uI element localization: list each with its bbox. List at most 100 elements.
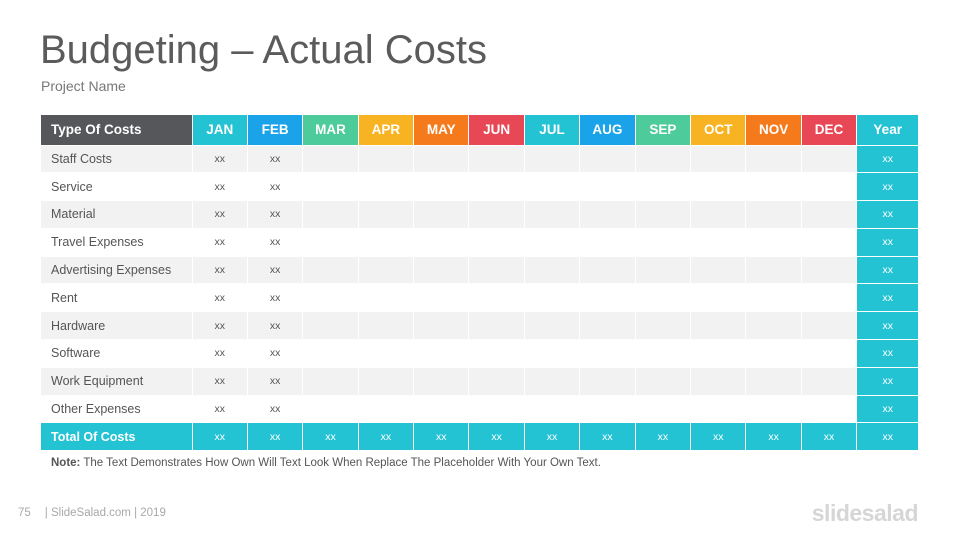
cell-jul <box>524 145 581 174</box>
cell-mar <box>302 283 359 313</box>
cell-nov <box>745 395 802 424</box>
table-row: Work Equipment xx xx xx <box>41 367 920 396</box>
header-type-of-costs: Type Of Costs <box>41 115 193 146</box>
cell-nov <box>745 283 802 313</box>
row-label: Software <box>41 339 193 368</box>
slide-title: Budgeting – Actual Costs <box>40 28 487 72</box>
cell-oct <box>690 200 747 229</box>
row-label: Hardware <box>41 311 193 341</box>
cell-mar <box>302 256 359 285</box>
row-label: Travel Expenses <box>41 228 193 257</box>
cell-year: xx <box>856 228 920 257</box>
cell-jan: xx <box>192 172 248 202</box>
table-row: Staff Costs xx xx xx <box>41 145 920 174</box>
header-month-may: MAY <box>413 115 470 146</box>
cell-jan: xx <box>192 228 248 257</box>
cell-apr <box>358 256 415 285</box>
cell-sep <box>635 145 692 174</box>
cell-apr <box>358 367 415 396</box>
cell-jan: xx <box>192 367 248 396</box>
cell-feb: xx <box>247 172 304 202</box>
row-label: Staff Costs <box>41 145 193 174</box>
cell-may <box>413 172 470 202</box>
header-month-dec: DEC <box>801 115 858 146</box>
cell-oct: xx <box>690 422 747 452</box>
cell-mar <box>302 311 359 341</box>
header-month-nov: NOV <box>745 115 802 146</box>
cell-may <box>413 200 470 229</box>
footer: 75 | SlideSalad.com | 2019 <box>18 507 166 519</box>
row-label: Rent <box>41 283 193 313</box>
cell-year: xx <box>856 172 920 202</box>
cell-aug <box>579 367 636 396</box>
cell-aug <box>579 256 636 285</box>
cell-year: xx <box>856 422 920 452</box>
header-month-apr: APR <box>358 115 415 146</box>
cell-oct <box>690 228 747 257</box>
cell-apr <box>358 395 415 424</box>
cell-feb: xx <box>247 311 304 341</box>
actual-costs-table: Type Of Costs JAN FEB MAR APR MAY JUN JUL AUG SE… <box>41 115 920 452</box>
table-row: Service xx xx xx <box>41 172 920 202</box>
cell-oct <box>690 172 747 202</box>
row-label: Other Expenses <box>41 395 193 424</box>
cell-jun <box>468 283 525 313</box>
cell-feb: xx <box>247 395 304 424</box>
cell-mar: xx <box>302 422 359 452</box>
cell-apr <box>358 228 415 257</box>
cell-sep <box>635 367 692 396</box>
cell-apr <box>358 172 415 202</box>
cell-mar <box>302 172 359 202</box>
cell-aug <box>579 172 636 202</box>
table-row: Travel Expenses xx xx xx <box>41 228 920 257</box>
table-header-row: Type Of Costs JAN FEB MAR APR MAY JUN JUL AUG SE… <box>41 115 920 146</box>
header-month-jul: JUL <box>524 115 581 146</box>
cell-jul <box>524 311 581 341</box>
cell-may <box>413 367 470 396</box>
cell-feb: xx <box>247 422 304 452</box>
cell-sep <box>635 283 692 313</box>
cell-jun <box>468 367 525 396</box>
cell-jun <box>468 228 525 257</box>
cell-jan: xx <box>192 339 248 368</box>
table-row: Rent xx xx xx <box>41 283 920 313</box>
cell-sep <box>635 200 692 229</box>
cell-feb: xx <box>247 228 304 257</box>
cell-jun <box>468 395 525 424</box>
slide-subtitle: Project Name <box>41 78 126 94</box>
cell-dec <box>801 172 858 202</box>
row-label: Total Of Costs <box>41 422 193 452</box>
cell-jul <box>524 367 581 396</box>
cell-may <box>413 311 470 341</box>
cell-oct <box>690 283 747 313</box>
table-row: Software xx xx xx <box>41 339 920 368</box>
header-month-aug: AUG <box>579 115 636 146</box>
cell-sep <box>635 256 692 285</box>
cell-mar <box>302 339 359 368</box>
cell-jun <box>468 200 525 229</box>
cell-mar <box>302 395 359 424</box>
cell-year: xx <box>856 283 920 313</box>
cell-oct <box>690 395 747 424</box>
cell-mar <box>302 367 359 396</box>
cell-aug <box>579 311 636 341</box>
cell-may <box>413 256 470 285</box>
cell-jul <box>524 200 581 229</box>
cell-dec <box>801 200 858 229</box>
cell-nov <box>745 145 802 174</box>
cell-apr <box>358 311 415 341</box>
cell-oct <box>690 367 747 396</box>
cell-jul <box>524 395 581 424</box>
cell-jul <box>524 339 581 368</box>
cell-feb: xx <box>247 339 304 368</box>
cell-jun <box>468 172 525 202</box>
cell-dec <box>801 395 858 424</box>
cell-mar <box>302 145 359 174</box>
cell-sep <box>635 311 692 341</box>
cell-year: xx <box>856 256 920 285</box>
cell-jan: xx <box>192 422 248 452</box>
cell-year: xx <box>856 395 920 424</box>
note-prefix: Note: <box>51 457 81 469</box>
cell-jul <box>524 172 581 202</box>
cell-nov <box>745 311 802 341</box>
